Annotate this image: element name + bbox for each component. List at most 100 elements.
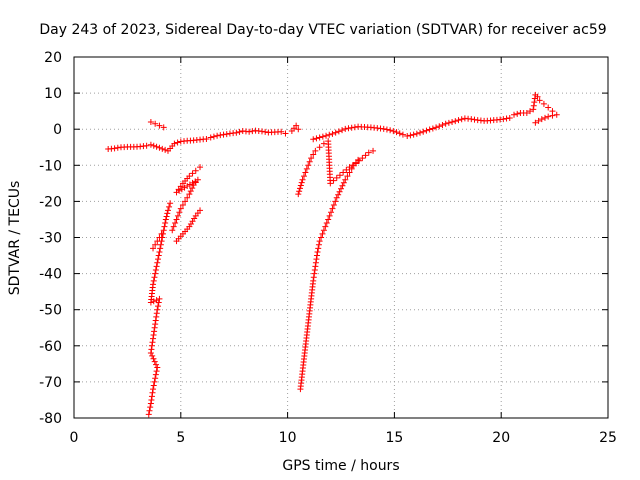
data-point xyxy=(545,113,552,120)
data-point xyxy=(370,147,377,154)
data-point xyxy=(346,169,353,176)
data-point xyxy=(153,313,160,320)
data-point xyxy=(326,212,333,219)
data-point xyxy=(335,128,342,135)
data-point xyxy=(156,122,163,129)
data-point xyxy=(154,238,161,245)
data-point xyxy=(359,155,366,162)
x-axis-label: GPS time / hours xyxy=(282,458,399,474)
data-point xyxy=(169,227,176,234)
data-point xyxy=(162,216,169,223)
data-point xyxy=(511,111,518,118)
data-point xyxy=(160,124,167,131)
data-point xyxy=(323,132,330,139)
data-point xyxy=(355,156,362,163)
data-point xyxy=(156,248,163,255)
axis-ticks xyxy=(73,56,609,419)
data-point xyxy=(152,321,159,328)
data-point xyxy=(344,173,351,180)
series-0 xyxy=(105,127,289,154)
data-point xyxy=(114,144,121,151)
y-tick-labels: 20 10 0 -10 -20 -30 -40 -50 -60 -70 -80 xyxy=(39,50,62,427)
data-point xyxy=(423,127,430,134)
data-point xyxy=(176,209,183,216)
data-point xyxy=(500,116,507,123)
data-point xyxy=(258,128,265,135)
x-tick-label: 20 xyxy=(492,430,510,446)
data-point xyxy=(349,162,356,169)
data-point xyxy=(322,223,329,230)
data-point xyxy=(298,179,305,186)
data-point xyxy=(150,245,157,252)
data-point xyxy=(151,378,158,385)
data-point xyxy=(429,125,436,132)
data-point xyxy=(236,128,243,135)
data-point xyxy=(151,358,158,365)
data-point xyxy=(147,400,154,407)
data-point xyxy=(514,110,521,117)
data-point xyxy=(173,216,180,223)
data-point xyxy=(147,141,154,148)
data-point xyxy=(249,128,256,135)
data-point xyxy=(149,339,156,346)
data-point xyxy=(184,194,191,201)
data-point xyxy=(319,230,326,237)
data-point xyxy=(207,134,214,141)
series-3 xyxy=(511,91,560,126)
data-point xyxy=(150,355,157,362)
data-point xyxy=(426,126,433,133)
y-tick-label: 20 xyxy=(44,50,62,66)
data-point xyxy=(186,173,193,180)
data-point xyxy=(436,123,443,130)
data-point xyxy=(162,146,169,153)
data-point xyxy=(153,361,160,368)
data-point xyxy=(156,144,163,151)
series-5 xyxy=(169,164,204,245)
y-tick-label: -10 xyxy=(39,158,62,174)
data-point xyxy=(342,176,349,183)
data-point xyxy=(297,182,304,189)
data-point xyxy=(150,277,157,284)
data-point xyxy=(336,172,343,179)
data-point xyxy=(549,112,556,119)
data-point xyxy=(197,164,204,171)
data-point xyxy=(332,129,339,136)
chart-title: Day 243 of 2023, Sidereal Day-to-day VTE… xyxy=(39,22,606,38)
data-point xyxy=(217,132,224,139)
data-point xyxy=(175,186,182,193)
data-point xyxy=(380,125,387,132)
data-point xyxy=(150,386,157,393)
data-point xyxy=(530,102,537,109)
data-point xyxy=(338,185,344,192)
data-point xyxy=(328,209,335,216)
data-point xyxy=(362,152,369,159)
data-point xyxy=(410,131,417,138)
data-point xyxy=(220,131,227,138)
data-point xyxy=(302,169,309,176)
data-point xyxy=(523,109,530,116)
data-point xyxy=(348,124,355,131)
y-tick-label: -70 xyxy=(39,375,62,391)
data-point xyxy=(303,165,310,172)
data-point xyxy=(531,99,538,106)
data-point xyxy=(327,180,334,187)
data-point xyxy=(433,124,440,131)
data-point xyxy=(153,310,160,317)
series-7 xyxy=(295,138,377,198)
data-point xyxy=(413,130,420,137)
series-4 xyxy=(145,200,174,418)
data-point xyxy=(173,189,180,196)
data-point xyxy=(145,411,152,418)
data-point xyxy=(171,140,178,147)
data-point xyxy=(530,106,537,113)
y-tick-label: -60 xyxy=(39,339,62,355)
data-point xyxy=(538,116,545,123)
data-point xyxy=(313,135,320,142)
data-point xyxy=(246,128,253,135)
data-point xyxy=(155,256,162,263)
data-point xyxy=(158,230,165,237)
data-point xyxy=(150,281,157,288)
data-point xyxy=(152,120,159,127)
